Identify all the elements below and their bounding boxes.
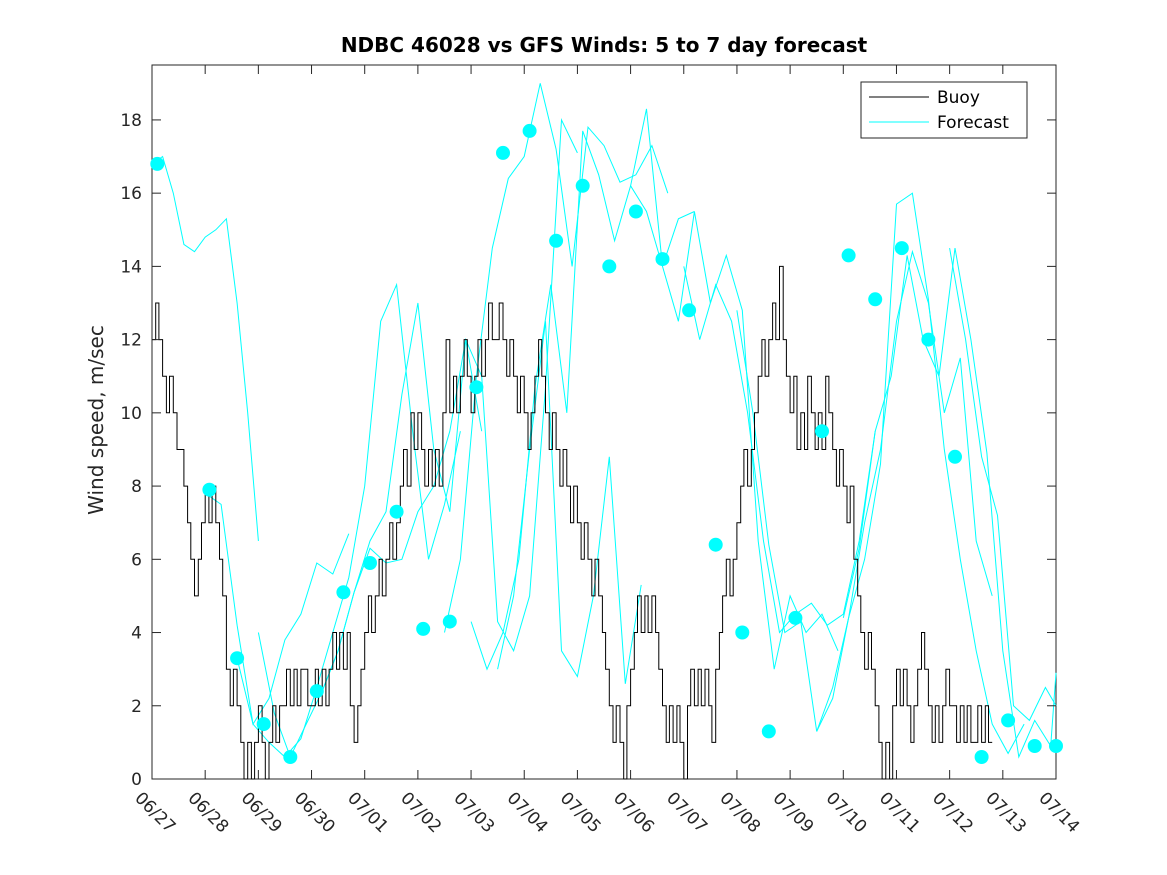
x-tick-label: 07/14: [1034, 788, 1083, 837]
forecast-marker: [1001, 713, 1016, 728]
x-tick-label: 07/07: [662, 788, 711, 837]
forecast-marker: [1027, 739, 1042, 753]
forecast-line-2: [204, 492, 350, 726]
forecast-marker: [522, 123, 537, 138]
forecast-marker: [948, 449, 962, 464]
x-tick-label: 07/13: [981, 788, 1030, 837]
forecast-marker: [283, 750, 298, 764]
y-axis-ticks: 0 2 4 6 8 10 12 14 16 18: [120, 111, 1056, 790]
forecast-marker: [442, 614, 457, 629]
x-tick-label: 07/09: [769, 788, 818, 837]
forecast-marker: [336, 585, 351, 600]
forecast-line-7: [470, 108, 695, 671]
forecast-marker: [708, 537, 723, 552]
y-tick-label: 8: [131, 477, 142, 497]
y-tick-label: 16: [120, 184, 142, 204]
forecast-marker: [389, 504, 404, 519]
forecast-line-14: [949, 248, 1057, 722]
y-tick-label: 2: [131, 697, 142, 717]
plot-area: [151, 64, 1057, 780]
x-tick-label: 07/10: [822, 788, 871, 837]
forecast-line-12: [816, 192, 1025, 755]
x-tick-label: 07/08: [715, 788, 764, 837]
x-tick-label: 06/30: [290, 788, 339, 837]
x-tick-label: 07/05: [556, 788, 605, 837]
forecast-marker: [761, 724, 776, 739]
forecast-line-10: [683, 266, 876, 634]
forecast-marker: [628, 204, 643, 219]
forecast-marker: [841, 248, 856, 263]
forecast-marker: [1049, 739, 1063, 753]
forecast-marker: [469, 380, 484, 395]
x-tick-label: 07/03: [450, 788, 499, 837]
forecast-line-1: [151, 155, 259, 542]
x-tick-label: 07/02: [396, 788, 445, 837]
y-tick-label: 6: [131, 550, 142, 570]
forecast-marker: [894, 241, 909, 256]
chart-title: NDBC 46028 vs GFS Winds: 5 to 7 day fore…: [341, 33, 868, 57]
forecast-markers: [150, 123, 1063, 764]
buoy-series-line: [152, 265, 993, 780]
forecast-marker: [309, 684, 324, 699]
legend: Buoy Forecast: [860, 81, 1028, 139]
forecast-line-4: [257, 302, 483, 759]
x-tick-label: 06/28: [184, 788, 233, 837]
y-tick-label: 14: [120, 257, 142, 277]
forecast-marker: [735, 625, 750, 640]
y-tick-label: 4: [131, 624, 142, 644]
y-tick-label: 18: [120, 111, 142, 131]
x-tick-label: 06/29: [237, 788, 286, 837]
x-tick-label: 06/27: [130, 788, 179, 837]
legend-box: [860, 81, 1028, 139]
forecast-marker: [416, 621, 431, 636]
forecast-line-9: [630, 185, 839, 670]
forecast-marker: [575, 178, 590, 193]
forecast-lines: [151, 83, 1057, 759]
y-axis-label: Wind speed, m/sec: [84, 325, 108, 515]
forecast-line-13: [842, 248, 1057, 759]
y-tick-label: 0: [131, 770, 142, 790]
y-tick-label: 10: [120, 404, 142, 424]
forecast-marker: [921, 332, 936, 347]
forecast-line-6: [444, 83, 669, 633]
legend-buoy-label: Buoy: [937, 88, 980, 108]
forecast-marker: [682, 303, 697, 318]
x-tick-label: 07/11: [875, 788, 924, 837]
forecast-marker: [815, 424, 829, 439]
forecast-marker: [363, 556, 377, 570]
forecast-marker: [602, 259, 617, 274]
legend-forecast-label: Forecast: [937, 113, 1009, 133]
forecast-marker: [256, 717, 271, 732]
forecast-marker: [496, 145, 510, 160]
buoy-line: [152, 265, 993, 780]
x-tick-label: 07/12: [928, 788, 977, 837]
forecast-marker: [150, 156, 165, 171]
x-tick-label: 07/06: [609, 788, 658, 837]
forecast-marker: [549, 233, 564, 248]
forecast-marker: [202, 482, 217, 497]
forecast-marker: [788, 610, 803, 625]
x-tick-label: 07/04: [503, 788, 552, 837]
forecast-line-3: [236, 282, 461, 758]
forecast-marker: [655, 252, 670, 267]
forecast-marker: [230, 651, 245, 666]
y-tick-label: 12: [120, 331, 142, 351]
x-tick-label: 07/01: [343, 788, 392, 837]
forecast-line-11: [736, 249, 993, 732]
forecast-line-8: [497, 321, 642, 684]
forecast-marker: [868, 292, 883, 307]
forecast-marker: [974, 750, 989, 764]
